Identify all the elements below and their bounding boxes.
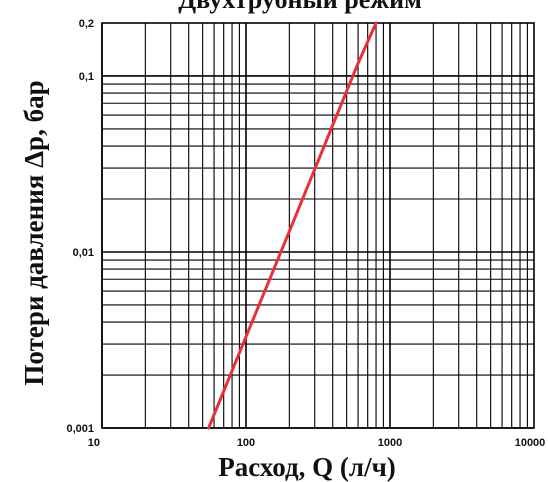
grid-lines xyxy=(101,22,534,429)
y-tick-label: 0,2 xyxy=(79,18,94,30)
plot-frame xyxy=(101,22,535,429)
x-tick-label: 10 xyxy=(88,437,100,449)
x-tick-label: 1000 xyxy=(378,437,402,449)
x-tick-label: 10000 xyxy=(515,437,546,449)
x-axis-label: Расход, Q (л/ч) xyxy=(218,452,396,482)
series-layer xyxy=(207,21,378,430)
x-tick-label: 100 xyxy=(237,437,255,449)
y-tick-label: 0,1 xyxy=(79,71,94,83)
y-tick-label: 0,001 xyxy=(66,423,94,435)
y-axis-label: Потери давления Δp, бар xyxy=(19,80,49,385)
series-line xyxy=(207,21,378,430)
chart-title: Двухтрубный режим xyxy=(178,0,422,14)
tick-labels: 10 100 1000 10000 0,001 0,01 0,1 0,2 xyxy=(66,18,545,449)
y-tick-label: 0,01 xyxy=(73,247,94,259)
